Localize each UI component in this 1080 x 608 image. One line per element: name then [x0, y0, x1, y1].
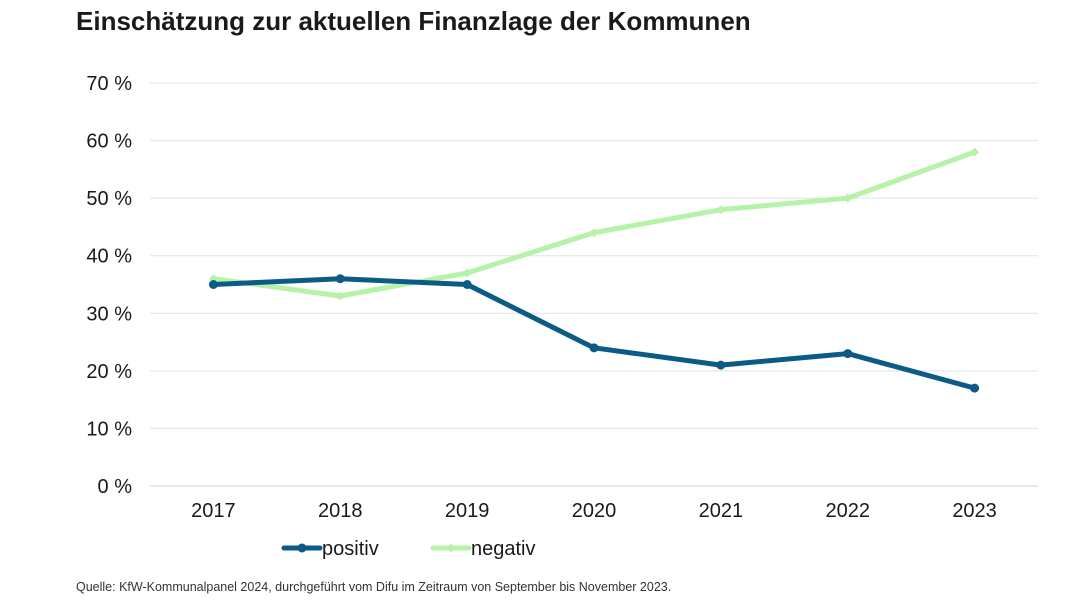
gridlines: [150, 82, 1038, 487]
data-point-positiv: [462, 280, 472, 289]
x-tick-label: 2018: [318, 500, 363, 522]
x-tick-label: 2022: [825, 500, 870, 522]
data-point-positiv: [208, 280, 218, 289]
y-tick-label: 40 %: [86, 246, 132, 268]
data-point-negativ: [462, 268, 472, 278]
x-tick-label: 2021: [699, 500, 744, 522]
x-tick-label: 2019: [445, 500, 490, 522]
data-point-negativ: [843, 193, 853, 203]
data-point-negativ: [335, 291, 345, 301]
data-point-positiv: [589, 343, 599, 353]
y-tick-label: 20 %: [86, 361, 132, 383]
data-point-negativ: [970, 147, 980, 157]
y-tick-label: 60 %: [86, 131, 132, 153]
x-tick-label: 2020: [572, 500, 617, 522]
legend-label-negativ: negativ: [471, 538, 536, 560]
x-tick-label: 2017: [191, 500, 236, 522]
series-line-negativ: [210, 149, 978, 299]
y-tick-label: 10 %: [86, 418, 132, 440]
data-point-negativ: [716, 205, 726, 215]
y-tick-label: 30 %: [86, 303, 132, 325]
x-tick-label: 2023: [952, 500, 997, 522]
data-point-negativ: [589, 228, 599, 238]
legend: positiv negativ: [281, 538, 536, 560]
legend-marker-negativ: [446, 543, 456, 553]
source-note: Quelle: KfW-Kommunalpanel 2024, durchgef…: [76, 580, 672, 594]
legend-marker-positiv: [297, 543, 307, 553]
series-group: [208, 147, 980, 393]
y-axis-ticks: 0 % 10 % 20 % 30 % 40 % 50 % 60 % 70 %: [86, 73, 132, 498]
legend-label-positiv: positiv: [322, 538, 379, 560]
y-tick-label: 70 %: [86, 73, 132, 95]
chart-title: Einschätzung zur aktuellen Finanzlage de…: [76, 6, 751, 36]
data-point-positiv: [716, 360, 726, 370]
x-axis-ticks: 2017 2018 2019 2020 2021 2022 2023: [191, 500, 997, 522]
data-point-positiv: [970, 383, 980, 393]
y-tick-label: 0 %: [98, 476, 133, 498]
y-tick-label: 50 %: [86, 188, 132, 210]
data-point-positiv: [335, 274, 345, 284]
data-point-positiv: [843, 349, 853, 359]
